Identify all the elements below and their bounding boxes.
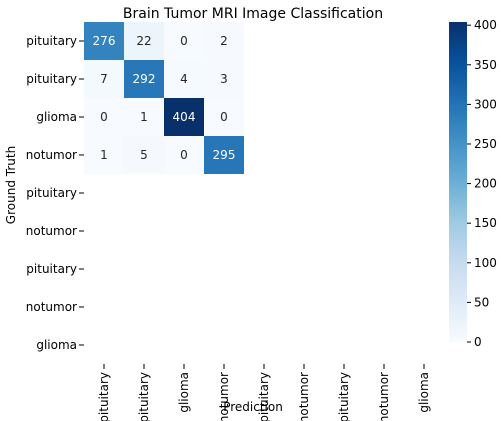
y-axis-label: Ground Truth xyxy=(4,146,18,224)
heatmap-cell xyxy=(164,98,204,136)
y-tick-labels: pituitary pituitary glioma notumor pituitary… xyxy=(26,34,84,352)
heatmap-cell xyxy=(124,22,164,60)
heatmap-cell xyxy=(204,22,244,60)
cell-value-label: 0 xyxy=(180,34,188,48)
y-tick-label: notumor xyxy=(26,300,77,314)
y-tick-label: pituitary xyxy=(26,72,77,86)
heatmap-cell xyxy=(164,60,204,98)
chart-title: Brain Tumor MRI Image Classification xyxy=(123,6,383,22)
y-tick-label: notumor xyxy=(26,224,77,238)
colorbar xyxy=(449,22,467,342)
y-tick-label: pituitary xyxy=(26,262,77,276)
colorbar-tick-label: 350 xyxy=(474,58,497,72)
x-tick-label: notumor xyxy=(297,372,311,421)
cell-value-label: 0 xyxy=(220,110,228,124)
colorbar-tick-label: 300 xyxy=(474,97,497,111)
cell-value-label: 276 xyxy=(93,34,116,48)
cell-value-label: 3 xyxy=(220,72,228,86)
heatmap-cell xyxy=(204,98,244,136)
cell-value-label: 0 xyxy=(180,148,188,162)
cell-value-label: 404 xyxy=(173,110,196,124)
heatmap-cell xyxy=(84,60,124,98)
y-tick-label: glioma xyxy=(36,338,77,352)
colorbar-tick-label: 250 xyxy=(474,137,497,151)
heatmap-cell xyxy=(84,136,124,174)
x-tick-label: glioma xyxy=(417,372,431,413)
x-axis-label: Prediction xyxy=(223,400,283,414)
cell-value-label: 292 xyxy=(133,72,156,86)
heatmap-cell xyxy=(204,136,244,174)
x-tick-label: pituitary xyxy=(337,372,351,421)
colorbar-tick-label: 200 xyxy=(474,177,497,191)
y-tick-label: pituitary xyxy=(26,34,77,48)
y-tick-label: glioma xyxy=(36,110,77,124)
cell-value-label: 1 xyxy=(140,110,148,124)
colorbar-tick-label: 100 xyxy=(474,256,497,270)
colorbar-tick-label: 150 xyxy=(474,216,497,230)
cell-value-label: 2 xyxy=(220,34,228,48)
cell-value-label: 1 xyxy=(100,148,108,162)
heatmap-cell xyxy=(164,22,204,60)
y-tick-label: pituitary xyxy=(26,186,77,200)
x-tick-labels: pituitary pituitary glioma notumor pituitary… xyxy=(97,364,431,421)
x-tick-label: notumor xyxy=(377,372,391,421)
colorbar-tick-label: 50 xyxy=(474,295,489,309)
x-tick-label: pituitary xyxy=(137,372,151,421)
heatmap-cell xyxy=(84,98,124,136)
x-tick-label: glioma xyxy=(177,372,191,413)
cell-value-label: 22 xyxy=(136,34,151,48)
heatmap-cell xyxy=(84,22,124,60)
cell-value-label: 5 xyxy=(140,148,148,162)
colorbar-tick-label: 400 xyxy=(474,18,497,32)
heatmap-cell xyxy=(124,98,164,136)
colorbar-ticks: 0 50 100 150 200 250 300 350 400 xyxy=(467,18,497,349)
y-tick-label: notumor xyxy=(26,148,77,162)
cell-value-label: 7 xyxy=(100,72,108,86)
heatmap-cell xyxy=(124,136,164,174)
colorbar-tick-label: 0 xyxy=(474,335,482,349)
cell-value-label: 0 xyxy=(100,110,108,124)
heatmap-cells: 276 22 0 2 7 292 4 3 0 1 404 0 1 5 0 295 xyxy=(84,22,244,174)
x-tick-label: notumor xyxy=(217,372,231,421)
cell-value-label: 295 xyxy=(213,148,236,162)
cell-value-label: 4 xyxy=(180,72,188,86)
x-tick-label: pituitary xyxy=(97,372,111,421)
heatmap-cell xyxy=(124,60,164,98)
heatmap-cell xyxy=(204,60,244,98)
x-tick-label: pituitary xyxy=(257,372,271,421)
heatmap-cell xyxy=(164,136,204,174)
